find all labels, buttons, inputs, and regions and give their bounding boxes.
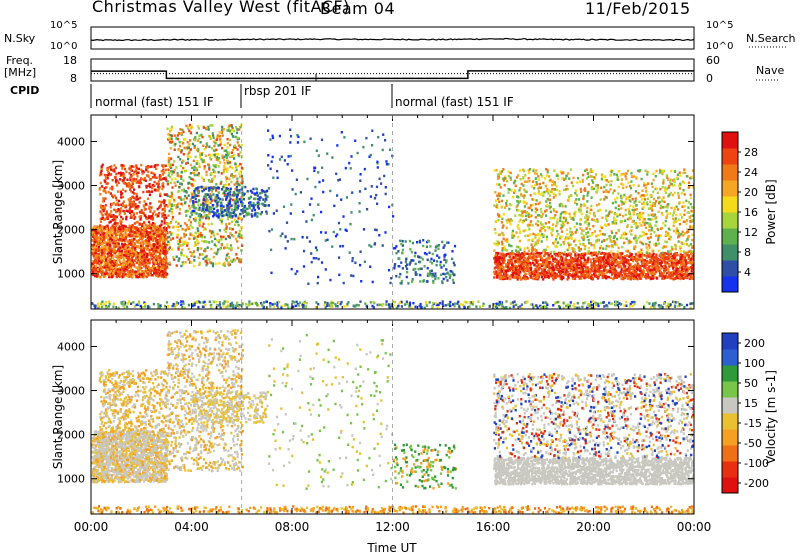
y-tick-label: 2000 bbox=[57, 429, 85, 442]
freq-unit-label: [MHz] bbox=[4, 66, 37, 79]
colorbar-swatch bbox=[722, 333, 738, 350]
colorbar-swatch bbox=[722, 132, 738, 149]
noise-tick-1e0: 10^0 bbox=[50, 41, 77, 52]
cpid-label: CPID bbox=[10, 84, 40, 97]
colorbar-swatch bbox=[722, 477, 738, 494]
colorbar-swatch bbox=[722, 397, 738, 414]
cpid-segment-1: normal (fast) 151 IF bbox=[95, 95, 214, 109]
y-tick-label: 3000 bbox=[57, 180, 85, 193]
cpid-bar bbox=[90, 84, 393, 108]
freq-tick-8: 8 bbox=[70, 72, 77, 85]
colorbar-swatch bbox=[722, 180, 738, 197]
freq-tick-18: 18 bbox=[63, 54, 77, 67]
noise-tick-right-1e0: 10^0 bbox=[706, 41, 733, 52]
y-tick-label: 3000 bbox=[57, 385, 85, 398]
nsky-label: N.Sky bbox=[4, 32, 36, 45]
freq-label: Freq. bbox=[6, 54, 34, 67]
y-tick-label: 4000 bbox=[57, 135, 85, 148]
noise-tick-right-1e5: 10^5 bbox=[706, 20, 733, 31]
colorbar-swatch bbox=[722, 276, 738, 293]
x-tick-label: 00:00 bbox=[74, 520, 109, 534]
x-tick-label: 16:00 bbox=[476, 520, 511, 534]
nsearch-label: N.Search bbox=[746, 32, 796, 45]
x-tick-label: 00:00 bbox=[677, 520, 712, 534]
velocity-panel: 1000 2000 3000 4000 00:00 04:00 08:00 12:00 16:0… bbox=[51, 319, 711, 554]
noise-panel: 10^5 10^0 10^5 10^0 bbox=[50, 20, 733, 52]
colorbar-tick-label: -100 bbox=[744, 457, 769, 470]
colorbar-swatch bbox=[722, 461, 738, 478]
colorbar-tick-label: 8 bbox=[744, 246, 751, 259]
colorbar-swatch bbox=[722, 244, 738, 261]
colorbar-swatch bbox=[722, 148, 738, 165]
colorbar-tick-label: 28 bbox=[744, 146, 758, 159]
freq-trace bbox=[91, 70, 694, 80]
colorbar-tick-label: 24 bbox=[744, 166, 758, 179]
y-tick-label: 2000 bbox=[57, 224, 85, 237]
colorbar-swatch bbox=[722, 228, 738, 245]
frequency-panel: 18 8 60 0 bbox=[63, 46, 787, 85]
colorbar-tick-label: 15 bbox=[744, 397, 758, 410]
colorbar-swatch bbox=[722, 196, 738, 213]
colorbar-swatch bbox=[722, 260, 738, 277]
y-tick-label: 1000 bbox=[57, 473, 85, 486]
colorbar-swatch bbox=[722, 445, 738, 462]
y-tick-label: 1000 bbox=[57, 268, 85, 281]
velocity-colorbar: 200 100 50 15 -15 -50 -100 -200 bbox=[721, 332, 769, 494]
nave-label: Nave bbox=[756, 64, 785, 77]
nsky-trace bbox=[90, 37, 695, 42]
colorbar-tick-label: 16 bbox=[744, 206, 758, 219]
beam-label: Beam 04 bbox=[320, 0, 396, 18]
velocity-ylabel: Slant Range [km] bbox=[51, 365, 65, 469]
colorbar-tick-label: -15 bbox=[744, 417, 762, 430]
velocity-heatmap bbox=[91, 329, 694, 514]
colorbar-tick-label: 12 bbox=[744, 226, 758, 239]
power-colorbar: 4 8 12 16 20 24 28 bbox=[721, 131, 758, 293]
colorbar-swatch bbox=[722, 212, 738, 229]
cpid-segment-2: rbsp 201 IF bbox=[244, 84, 312, 98]
colorbar-tick-label: -200 bbox=[744, 477, 769, 490]
colorbar-swatch bbox=[722, 365, 738, 382]
x-tick-label: 04:00 bbox=[174, 520, 209, 534]
colorbar-tick-label: -50 bbox=[744, 437, 762, 450]
x-tick-label: 12:00 bbox=[375, 520, 410, 534]
power-ylabel: Slant Range [km] bbox=[51, 160, 65, 264]
date-label: 11/Feb/2015 bbox=[585, 0, 691, 18]
colorbar-tick-label: 50 bbox=[744, 377, 758, 390]
x-tick-label: 20:00 bbox=[576, 520, 611, 534]
colorbar-swatch bbox=[722, 429, 738, 446]
velocity-axes: 1000 2000 3000 4000 00:00 04:00 08:00 12:00 16:0… bbox=[57, 320, 711, 534]
nave-tick-60: 60 bbox=[706, 54, 720, 67]
colorbar-tick-label: 100 bbox=[744, 357, 765, 370]
x-tick-label: 08:00 bbox=[275, 520, 310, 534]
velocity-colorbar-label: Velocity [m s-1] bbox=[764, 370, 778, 464]
power-panel: 1000 2000 3000 4000 Slant Range [km] bbox=[51, 114, 695, 310]
y-tick-label: 4000 bbox=[57, 340, 85, 353]
power-axes: 1000 2000 3000 4000 bbox=[57, 115, 695, 309]
power-heatmap bbox=[91, 123, 694, 309]
colorbar-tick-label: 200 bbox=[744, 337, 765, 350]
noise-tick-1e5: 10^5 bbox=[50, 20, 77, 31]
colorbar-swatch bbox=[722, 349, 738, 366]
station-title: Christmas Valley West (fitACF) bbox=[92, 0, 350, 16]
time-xlabel: Time UT bbox=[366, 541, 417, 554]
colorbar-swatch bbox=[722, 164, 738, 181]
nave-tick-0: 0 bbox=[706, 72, 713, 85]
colorbar-swatch bbox=[722, 381, 738, 398]
colorbar-tick-label: 20 bbox=[744, 186, 758, 199]
colorbar-tick-label: 4 bbox=[744, 266, 751, 279]
colorbar-swatch bbox=[722, 413, 738, 430]
cpid-segment-3: normal (fast) 151 IF bbox=[395, 95, 514, 109]
power-colorbar-label: Power [dB] bbox=[764, 179, 778, 244]
